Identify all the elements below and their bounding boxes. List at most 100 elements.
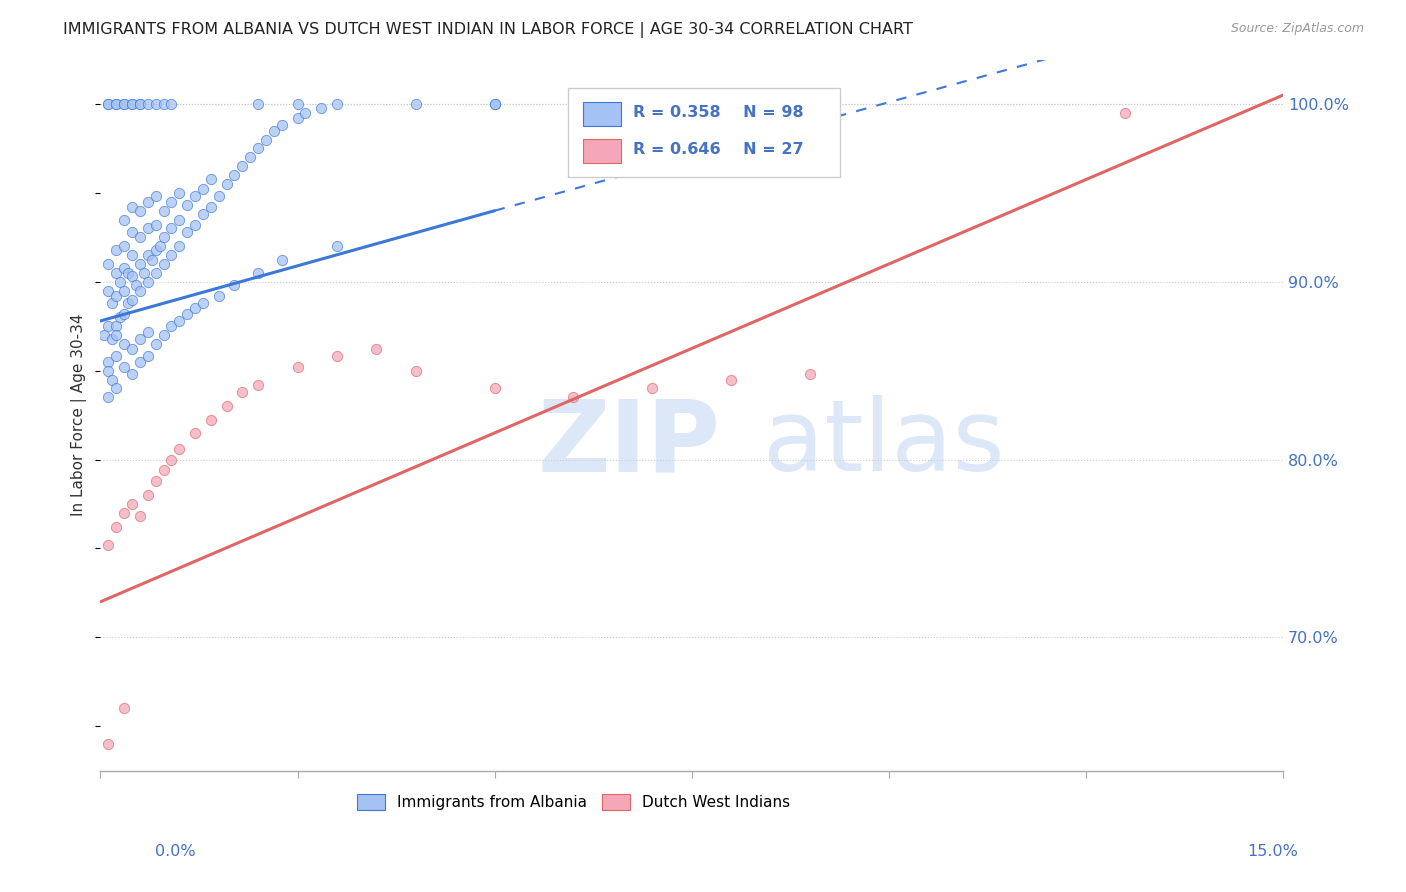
Point (160, 319, 183, 334)
Point (200, 171, 222, 186)
Point (287, 112, 309, 126)
Point (136, 350, 159, 364)
Point (128, 332, 150, 346)
Point (101, 332, 124, 346)
Point (176, 307, 198, 321)
Point (117, 296, 139, 310)
Y-axis label: In Labor Force | Age 30-34: In Labor Force | Age 30-34 (72, 314, 87, 516)
Point (224, 168, 246, 182)
Point (105, 289, 128, 303)
Point (145, 243, 167, 257)
Point (121, 343, 143, 357)
FancyBboxPatch shape (583, 103, 620, 126)
Point (287, 360, 309, 375)
Point (97, 355, 120, 369)
Point (263, 124, 285, 138)
FancyBboxPatch shape (568, 88, 839, 177)
Point (112, 337, 135, 351)
Point (105, 319, 128, 334)
Point (97, 284, 120, 298)
Point (112, 260, 135, 275)
Text: Source: ZipAtlas.com: Source: ZipAtlas.com (1230, 22, 1364, 36)
Point (247, 266, 270, 280)
Point (112, 701, 135, 715)
Point (128, 97, 150, 112)
Point (136, 221, 159, 235)
Point (239, 150, 262, 164)
Point (405, 364, 427, 378)
Point (121, 200, 143, 214)
Point (152, 97, 174, 112)
Point (141, 253, 163, 268)
Point (136, 488, 159, 502)
Point (484, 382, 506, 396)
Point (112, 212, 135, 227)
Point (562, 97, 585, 112)
Point (117, 266, 139, 280)
Point (184, 301, 207, 316)
Text: 15.0%: 15.0% (1247, 845, 1298, 859)
Point (169, 186, 191, 200)
Point (97, 319, 120, 334)
Point (254, 132, 277, 146)
Point (191, 182, 214, 196)
Point (108, 310, 131, 325)
Point (152, 463, 174, 477)
FancyBboxPatch shape (583, 139, 620, 162)
Point (121, 225, 143, 239)
Point (97, 364, 120, 378)
Point (97, 737, 120, 751)
Point (484, 97, 506, 112)
Point (97, 97, 120, 112)
Point (128, 230, 150, 244)
Text: ZIP: ZIP (538, 395, 721, 492)
Point (112, 360, 135, 375)
Point (184, 218, 207, 232)
Point (112, 97, 135, 112)
Point (105, 382, 128, 396)
Point (720, 373, 742, 387)
Point (215, 177, 238, 191)
Point (169, 442, 191, 456)
Point (97, 257, 120, 271)
Point (105, 350, 128, 364)
Point (366, 343, 388, 357)
Point (326, 239, 349, 253)
Point (200, 200, 222, 214)
Point (208, 289, 231, 303)
Point (128, 355, 150, 369)
Point (145, 189, 167, 203)
Point (641, 382, 664, 396)
Point (160, 194, 183, 209)
Point (215, 399, 238, 413)
Point (121, 248, 143, 262)
Point (231, 159, 253, 173)
Point (93, 328, 115, 343)
Text: R = 0.358    N = 98: R = 0.358 N = 98 (633, 105, 803, 120)
Point (309, 101, 332, 115)
Point (191, 296, 214, 310)
Point (145, 474, 167, 488)
Point (231, 384, 253, 399)
Text: 0.0%: 0.0% (156, 845, 195, 859)
Point (112, 239, 135, 253)
Point (105, 266, 128, 280)
Point (128, 203, 150, 218)
Point (105, 97, 128, 112)
Point (191, 207, 214, 221)
Point (208, 189, 231, 203)
Point (105, 243, 128, 257)
Point (121, 497, 143, 511)
Point (101, 296, 124, 310)
Point (121, 293, 143, 307)
Point (145, 218, 167, 232)
Point (405, 97, 427, 112)
Point (128, 284, 150, 298)
Point (112, 97, 135, 112)
Point (128, 97, 150, 112)
Point (105, 328, 128, 343)
Point (152, 328, 174, 343)
Point (160, 97, 183, 112)
Point (101, 373, 124, 387)
Point (136, 97, 159, 112)
